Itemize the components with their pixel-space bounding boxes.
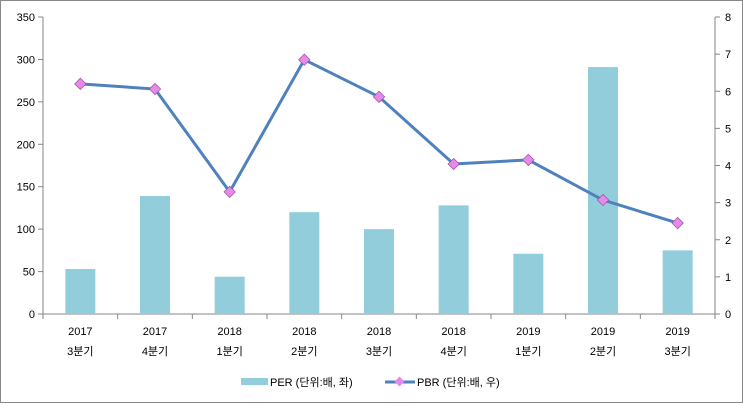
per-bar <box>364 229 394 314</box>
x-tick-label-quarter: 4분기 <box>440 345 466 358</box>
right-tick-label: 3 <box>725 198 731 210</box>
per-bar <box>588 67 618 315</box>
left-tick-label: 0 <box>29 309 35 321</box>
right-tick-label: 7 <box>725 49 731 61</box>
pbr-marker <box>372 90 386 103</box>
legend-pbr-marker <box>394 376 405 387</box>
left-tick-label: 100 <box>17 224 35 236</box>
per-bar <box>65 269 96 314</box>
x-tick-label-quarter: 3분기 <box>366 345 392 358</box>
right-tick-label: 4 <box>725 161 731 173</box>
pbr-marker <box>223 185 236 199</box>
x-tick-label-year: 2017 <box>68 326 92 338</box>
x-tick-label-quarter: 1분기 <box>216 345 242 358</box>
left-tick-label: 300 <box>17 54 35 66</box>
x-tick-label-year: 2018 <box>367 326 391 338</box>
per-bar <box>214 276 245 314</box>
right-tick-label: 0 <box>725 309 731 321</box>
x-tick-label-year: 2019 <box>665 326 689 338</box>
x-tick-label-year: 2018 <box>217 326 241 338</box>
left-tick-label: 200 <box>17 139 35 151</box>
per-bar <box>513 253 544 314</box>
legend-per-swatch <box>241 378 268 385</box>
x-tick-label-year: 2018 <box>441 326 465 338</box>
legend-per-label: PER (단위:배, 좌) <box>270 376 353 389</box>
legend-pbr-label: PBR (단위:배, 우) <box>417 376 500 389</box>
x-tick-label-quarter: 2분기 <box>291 345 317 358</box>
left-tick-label: 150 <box>17 182 35 194</box>
right-tick-label: 2 <box>725 235 731 247</box>
pbr-marker <box>596 193 610 207</box>
pbr-marker <box>671 216 684 230</box>
left-tick-label: 350 <box>17 12 35 24</box>
per-bar <box>662 250 693 314</box>
per-bar <box>438 205 469 314</box>
pbr-marker <box>447 157 460 171</box>
x-tick-label-quarter: 2분기 <box>590 345 616 358</box>
x-tick-label-year: 2019 <box>516 326 540 338</box>
pbr-marker <box>74 77 87 90</box>
x-tick-label-year: 2018 <box>292 326 316 338</box>
x-tick-label-quarter: 3분기 <box>664 345 690 358</box>
right-tick-label: 6 <box>725 86 731 98</box>
x-tick-label-quarter: 4분기 <box>142 345 168 358</box>
pbr-marker <box>148 82 162 96</box>
left-tick-label: 250 <box>17 97 35 109</box>
per-bar <box>140 196 170 314</box>
x-tick-label-quarter: 3분기 <box>67 345 93 358</box>
left-tick-label: 50 <box>23 267 35 279</box>
x-tick-label-year: 2019 <box>591 326 615 338</box>
right-tick-label: 5 <box>725 123 731 135</box>
right-tick-label: 1 <box>725 272 731 284</box>
x-tick-label-year: 2017 <box>143 326 167 338</box>
pbr-marker <box>298 53 311 66</box>
per-bar <box>289 212 320 314</box>
pbr-marker <box>522 153 535 167</box>
right-tick-label: 8 <box>725 12 731 24</box>
x-tick-label-quarter: 1분기 <box>515 345 541 358</box>
